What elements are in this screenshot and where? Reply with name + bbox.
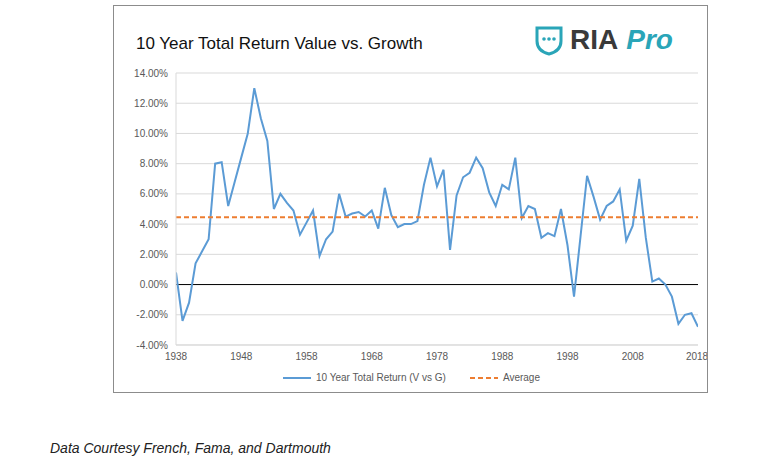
html-text:Data Courtesy French, Fama, an: Data Courtesy French, Fama, and Dartmout… — [50, 440, 331, 456]
svg-text:1988: 1988 — [491, 351, 514, 362]
svg-text:10.00%: 10.00% — [134, 128, 168, 139]
svg-text:6.00%: 6.00% — [140, 188, 168, 199]
svg-text:1968: 1968 — [361, 351, 384, 362]
svg-text:2008: 2008 — [622, 351, 645, 362]
html-text:10 Year Total Return (V vs G): 10 Year Total Return (V vs G) — [316, 372, 446, 383]
svg-text:14.00%: 14.00% — [134, 68, 168, 79]
svg-text:2018: 2018 — [686, 351, 707, 362]
svg-text:8.00%: 8.00% — [140, 158, 168, 169]
svg-text:1978: 1978 — [426, 351, 449, 362]
html-text:10 Year Total Return Value vs.: 10 Year Total Return Value vs. Growth — [136, 34, 423, 53]
svg-text:12.00%: 12.00% — [134, 98, 168, 109]
svg-text:-2.00%: -2.00% — [136, 309, 168, 320]
svg-text:1998: 1998 — [556, 351, 579, 362]
html-text:RIA Pro: RIA Pro — [570, 24, 673, 55]
svg-text:0.00%: 0.00% — [140, 279, 168, 290]
svg-text:1948: 1948 — [230, 351, 253, 362]
html-text:Average: Average — [502, 372, 540, 383]
svg-text:-4.00%: -4.00% — [136, 340, 168, 351]
svg-text:2.00%: 2.00% — [140, 249, 168, 260]
svg-text:1938: 1938 — [165, 351, 188, 362]
svg-text:4.00%: 4.00% — [140, 219, 168, 230]
svg-text:1958: 1958 — [295, 351, 318, 362]
